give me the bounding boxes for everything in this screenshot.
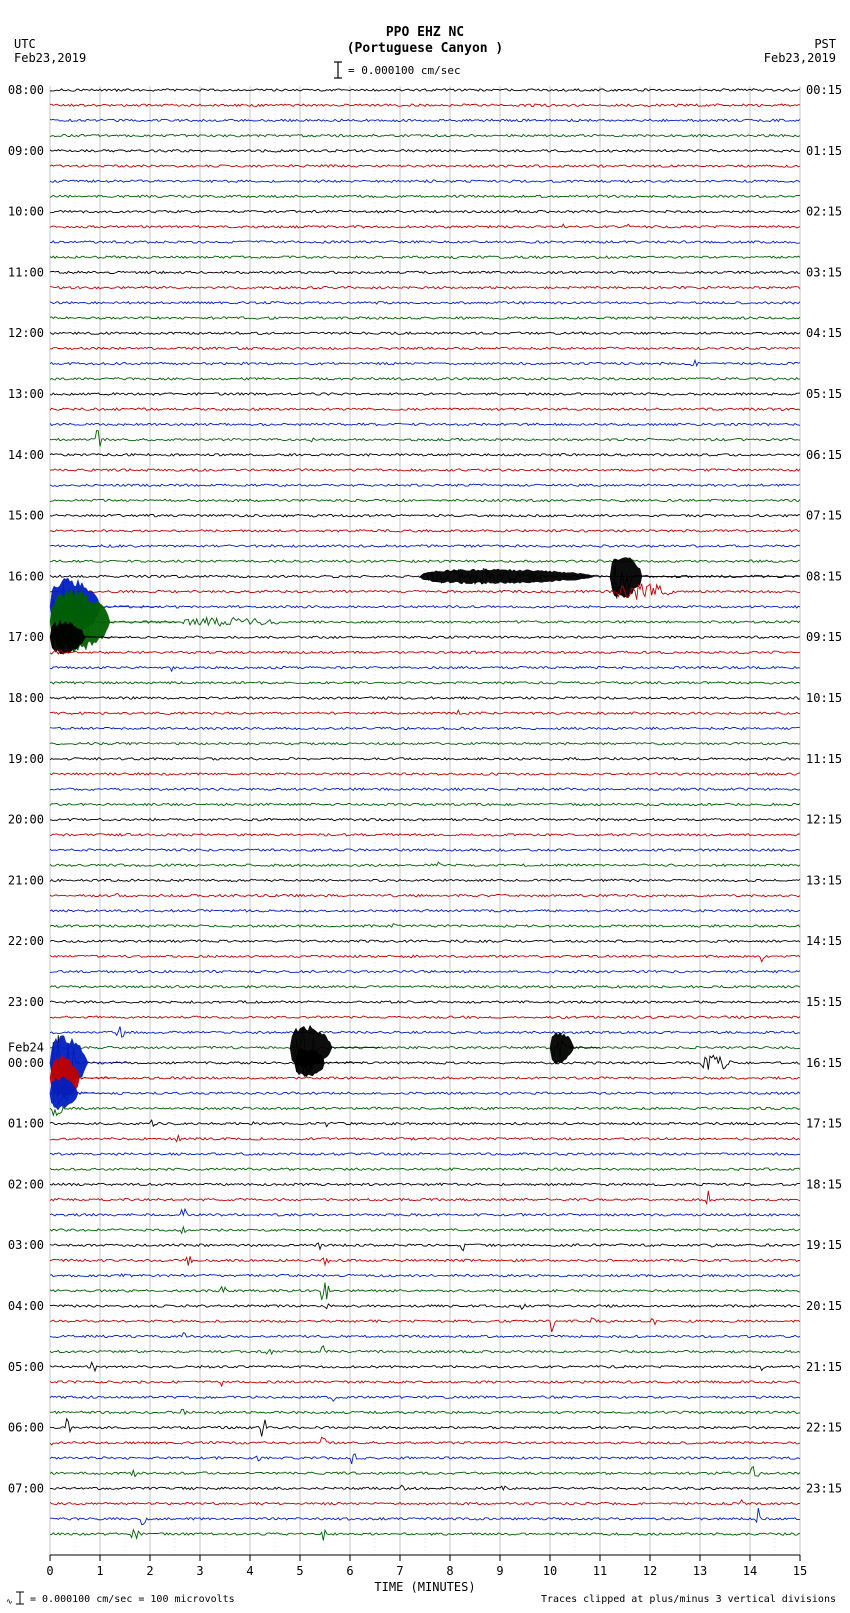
- seismogram-container: PPO EHZ NC(Portuguese Canyon ) = 0.000100…: [0, 0, 850, 1613]
- x-tick-label: 3: [196, 1564, 203, 1578]
- left-time-label: 05:00: [8, 1360, 44, 1374]
- left-time-label: 16:00: [8, 569, 44, 583]
- left-time-label: 21:00: [8, 873, 44, 887]
- scale-label: = 0.000100 cm/sec: [348, 64, 461, 77]
- location-title: (Portuguese Canyon ): [347, 41, 504, 56]
- left-time-label: 02:00: [8, 1177, 44, 1191]
- x-tick-label: 9: [496, 1564, 503, 1578]
- right-time-label: 00:15: [806, 83, 842, 97]
- left-time-label: 20:00: [8, 813, 44, 827]
- x-tick-label: 10: [543, 1564, 557, 1578]
- right-time-label: 13:15: [806, 873, 842, 887]
- left-time-label: Feb24: [8, 1041, 44, 1055]
- footer-left: = 0.000100 cm/sec = 100 microvolts: [30, 1594, 235, 1605]
- right-time-label: 16:15: [806, 1056, 842, 1070]
- left-time-label: 07:00: [8, 1481, 44, 1495]
- station-title: PPO EHZ NC: [386, 25, 464, 40]
- right-time-label: 04:15: [806, 326, 842, 340]
- right-time-label: 05:15: [806, 387, 842, 401]
- x-tick-label: 12: [643, 1564, 657, 1578]
- right-time-label: 03:15: [806, 265, 842, 279]
- x-tick-label: 14: [743, 1564, 757, 1578]
- right-time-label: 18:15: [806, 1177, 842, 1191]
- x-tick-label: 7: [396, 1564, 403, 1578]
- right-time-label: 01:15: [806, 144, 842, 158]
- left-time-label: 10:00: [8, 205, 44, 219]
- left-time-label: 12:00: [8, 326, 44, 340]
- left-time-label: 11:00: [8, 265, 44, 279]
- right-time-label: 22:15: [806, 1421, 842, 1435]
- right-time-label: 17:15: [806, 1117, 842, 1131]
- x-tick-label: 0: [46, 1564, 53, 1578]
- right-time-label: 10:15: [806, 691, 842, 705]
- left-time-label: 04:00: [8, 1299, 44, 1313]
- left-date: Feb23,2019: [14, 51, 86, 65]
- left-time-label: 15:00: [8, 509, 44, 523]
- right-time-label: 07:15: [806, 509, 842, 523]
- left-time-label: 08:00: [8, 83, 44, 97]
- left-time-label: 22:00: [8, 934, 44, 948]
- x-tick-label: 11: [593, 1564, 607, 1578]
- right-time-label: 19:15: [806, 1238, 842, 1252]
- svg-text:∿: ∿: [6, 1597, 13, 1606]
- left-time-label: 13:00: [8, 387, 44, 401]
- right-time-label: 06:15: [806, 448, 842, 462]
- right-time-label: 02:15: [806, 205, 842, 219]
- left-tz: UTC: [14, 37, 36, 51]
- x-tick-label: 1: [96, 1564, 103, 1578]
- right-time-label: 21:15: [806, 1360, 842, 1374]
- left-time-label: 23:00: [8, 995, 44, 1009]
- right-time-label: 09:15: [806, 630, 842, 644]
- x-axis-label: TIME (MINUTES): [374, 1580, 475, 1594]
- right-time-label: 11:15: [806, 752, 842, 766]
- x-tick-label: 13: [693, 1564, 707, 1578]
- left-time-label: 18:00: [8, 691, 44, 705]
- x-tick-label: 2: [146, 1564, 153, 1578]
- x-tick-label: 5: [296, 1564, 303, 1578]
- left-time-label: 00:00: [8, 1056, 44, 1070]
- left-time-label: 01:00: [8, 1117, 44, 1131]
- x-tick-label: 8: [446, 1564, 453, 1578]
- right-time-label: 23:15: [806, 1481, 842, 1495]
- left-time-label: 19:00: [8, 752, 44, 766]
- footer-right: Traces clipped at plus/minus 3 vertical …: [541, 1594, 836, 1605]
- right-date: Feb23,2019: [764, 51, 836, 65]
- right-tz: PST: [814, 37, 836, 51]
- right-time-label: 08:15: [806, 569, 842, 583]
- right-time-label: 12:15: [806, 813, 842, 827]
- x-tick-label: 15: [793, 1564, 807, 1578]
- x-tick-label: 4: [246, 1564, 253, 1578]
- left-time-label: 03:00: [8, 1238, 44, 1252]
- seismogram-plot: PPO EHZ NC(Portuguese Canyon ) = 0.000100…: [0, 0, 850, 1613]
- left-time-label: 06:00: [8, 1421, 44, 1435]
- left-time-label: 09:00: [8, 144, 44, 158]
- right-time-label: 15:15: [806, 995, 842, 1009]
- right-time-label: 20:15: [806, 1299, 842, 1313]
- x-tick-label: 6: [346, 1564, 353, 1578]
- left-time-label: 17:00: [8, 630, 44, 644]
- left-time-label: 14:00: [8, 448, 44, 462]
- right-time-label: 14:15: [806, 934, 842, 948]
